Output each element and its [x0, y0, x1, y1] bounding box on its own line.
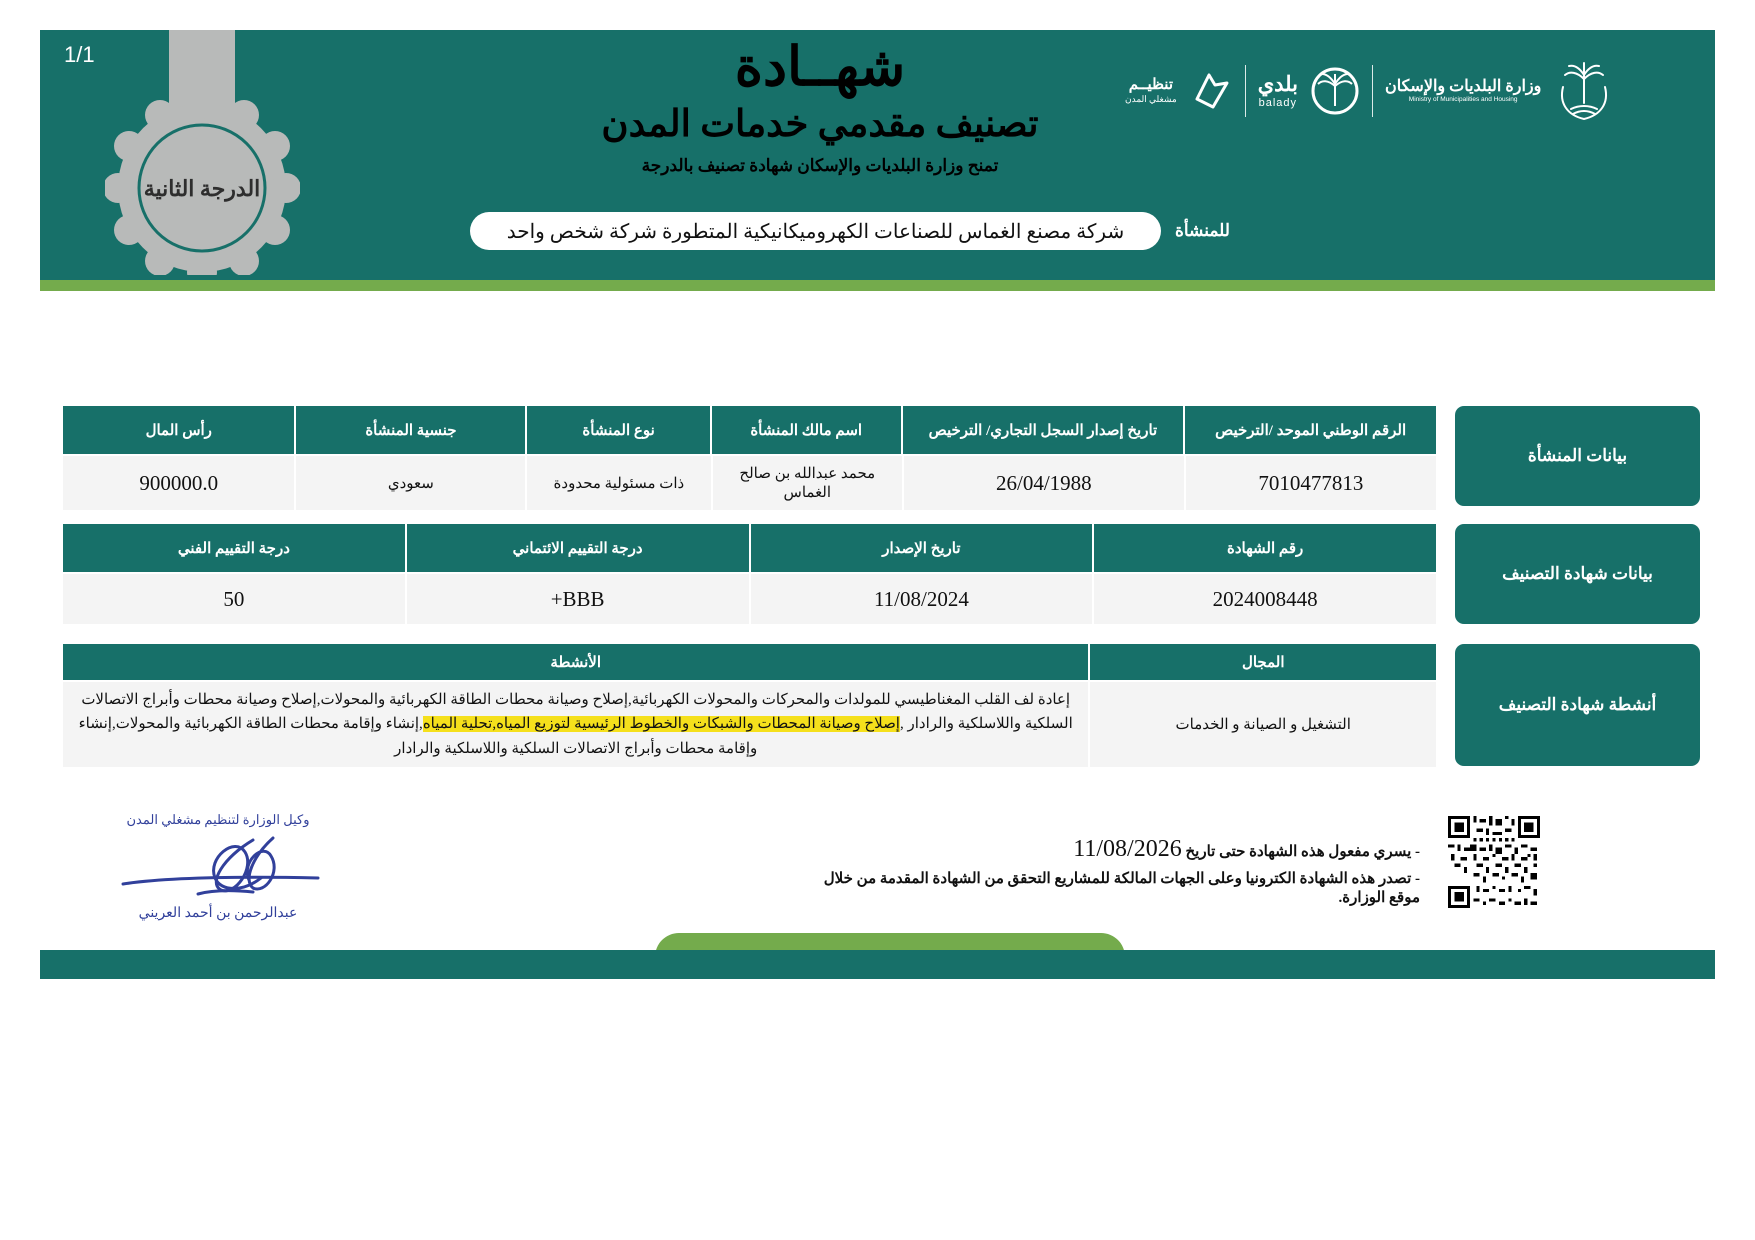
- degree-seal: الدرجة الثانية: [103, 30, 301, 287]
- issue-date: 11/08/2024: [750, 574, 1093, 624]
- footer-teal-bar: [40, 950, 1715, 979]
- certificate-number: 2024008448: [1094, 574, 1436, 624]
- signature-scribble: [121, 836, 320, 896]
- credit-rating: BBB+: [406, 574, 749, 624]
- qr-code-icon: [1448, 816, 1540, 908]
- expiry-date: 11/08/2026: [1073, 836, 1182, 862]
- balady-logo-text: بلدي balady: [1257, 72, 1298, 109]
- section-label-activities: أنشطة شهادة التصنيف: [1455, 644, 1700, 766]
- ministry-logo-text: وزارة البلديات والإسكان Ministry of Muni…: [1384, 78, 1542, 104]
- capital-amount: 900000.0: [63, 456, 295, 510]
- logo-divider: [1244, 65, 1246, 117]
- column-header: المجال: [1090, 644, 1436, 680]
- facility-table: الرقم الوطني الموحد /الترخيص تاريخ إصدار…: [63, 406, 1436, 510]
- activities-table: المجال الأنشطة التشغيل و الصيانة و الخدم…: [63, 644, 1436, 767]
- field-value: التشغيل و الصيانة و الخدمات: [1090, 682, 1436, 767]
- column-header: الرقم الوطني الموحد /الترخيص: [1185, 406, 1436, 454]
- tanzim-cursor-icon: [1195, 73, 1229, 109]
- logo-strip: تنظيــم مشغلي المدن بلدي balady وزارة ال…: [1125, 58, 1700, 124]
- column-header: تاريخ الإصدار: [750, 524, 1093, 572]
- header-green-strip: [40, 280, 1715, 291]
- logo-divider: [1371, 65, 1373, 117]
- facility-header-row: الرقم الوطني الموحد /الترخيص تاريخ إصدار…: [63, 406, 1436, 454]
- degree-seal-label: الدرجة الثانية: [144, 176, 261, 202]
- section-label-facility: بيانات المنشأة: [1455, 406, 1700, 506]
- header-titles: شهــادة تصنيف مقدمي خدمات المدن تمنح وزا…: [440, 37, 1200, 176]
- signature-block: وكيل الوزارة لتنظيم مشغلي المدن عبدالرحم…: [78, 812, 358, 922]
- qr-code: [1448, 816, 1540, 908]
- column-header: اسم مالك المنشأة: [711, 406, 901, 454]
- facility-type: ذات مسئولية محدودة: [527, 456, 711, 510]
- column-header: الأنشطة: [63, 644, 1089, 680]
- facility-value-row: 7010477813 26/04/1988 محمد عبدالله بن صا…: [63, 456, 1436, 510]
- certificate-title: شهــادة: [734, 37, 906, 97]
- certificate-tagline: تمنح وزارة البلديات والإسكان شهادة تصنيف…: [641, 155, 999, 175]
- technical-score: 50: [63, 574, 405, 624]
- validity-block: - يسري مفعول هذه الشهادة حتى تاريخ 11/08…: [800, 836, 1420, 907]
- unified-national-number: 7010477813: [1185, 456, 1436, 510]
- column-header: درجة التقييم الفني: [63, 524, 405, 572]
- column-header: رقم الشهادة: [1094, 524, 1436, 572]
- commercial-register-date: 26/04/1988: [904, 456, 1184, 510]
- certificate-value-row: 2024008448 11/08/2024 BBB+ 50: [63, 574, 1436, 624]
- column-header: جنسية المنشأة: [296, 406, 526, 454]
- activities-header-row: المجال الأنشطة: [63, 644, 1436, 680]
- tanzim-logo-text: تنظيــم مشغلي المدن: [1125, 77, 1177, 105]
- entity-name-pill: شركة مصنع الغماس للصناعات الكهروميكانيكي…: [470, 212, 1161, 250]
- ministry-emblem-icon: [1561, 62, 1608, 121]
- column-header: تاريخ إصدار السجل التجاري/ الترخيص: [902, 406, 1184, 454]
- activities-text-after: ,إنشاء وإقامة محطات الطاقة الكهربائية وا…: [78, 716, 758, 757]
- certificate-subtitle: تصنيف مقدمي خدمات المدن: [601, 104, 1039, 146]
- validity-line1: - يسري مفعول هذه الشهادة حتى تاريخ 11/08…: [1073, 836, 1420, 862]
- entity-row: للمنشأة شركة مصنع الغماس للصناعات الكهرو…: [470, 212, 1230, 250]
- facility-nationality: سعودي: [296, 456, 526, 510]
- activities-text: إعادة لف القلب المغناطيسي للمولدات والمح…: [63, 682, 1089, 767]
- activities-text-highlighted: إصلاح وصيانة المحطات والشبكات والخطوط ال…: [422, 716, 900, 733]
- activities-text-before: إعادة لف القلب المغناطيسي للمولدات والمح…: [81, 692, 1073, 733]
- activities-value-row: التشغيل و الصيانة و الخدمات إعادة لف الق…: [63, 682, 1436, 767]
- signature-name: عبدالرحمن بن أحمد العريني: [138, 906, 298, 921]
- signature-title: وكيل الوزارة لتنظيم مشغلي المدن: [126, 812, 310, 827]
- page-indicator: 1/1: [64, 42, 95, 67]
- entity-label: للمنشأة: [1174, 221, 1230, 240]
- validity-line2: - تصدر هذه الشهادة الكترونيا وعلى الجهات…: [823, 871, 1420, 906]
- section-label-certificate: بيانات شهادة التصنيف: [1455, 524, 1700, 624]
- degree-seal-icon: الدرجة الثانية: [103, 30, 301, 287]
- certificate-header-row: رقم الشهادة تاريخ الإصدار درجة التقييم ا…: [63, 524, 1436, 572]
- certificate-table: رقم الشهادة تاريخ الإصدار درجة التقييم ا…: [63, 524, 1436, 624]
- owner-name: محمد عبدالله بن صالح الغماس: [712, 456, 903, 510]
- column-header: نوع المنشأة: [527, 406, 710, 454]
- column-header: درجة التقييم الائتماني: [406, 524, 749, 572]
- column-header: رأس المال: [63, 406, 295, 454]
- balady-palm-icon: [1311, 67, 1359, 115]
